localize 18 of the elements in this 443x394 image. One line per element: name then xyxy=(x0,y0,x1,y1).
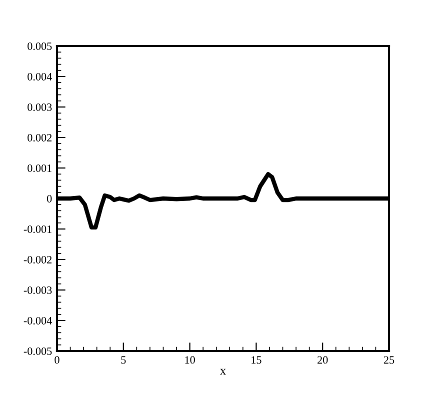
y-tick-label: 0.002 xyxy=(28,134,52,142)
y-tick-label: -0.005 xyxy=(24,347,52,356)
y-tick-label: -0.004 xyxy=(24,316,52,325)
x-tick-label: 10 xyxy=(185,356,195,364)
x-tick-label: 5 xyxy=(121,356,126,364)
y-tick-label: -0.003 xyxy=(24,286,52,294)
x-tick-label: 0 xyxy=(54,356,60,364)
x-axis-title: x xyxy=(220,368,226,375)
y-tick-label: -0.001 xyxy=(24,225,52,234)
y-tick-label: 0 xyxy=(47,194,52,202)
y-tick-label: 0.005 xyxy=(28,42,52,50)
y-tick-label: 0.003 xyxy=(28,103,52,112)
y-tick-label: -0.002 xyxy=(24,256,52,264)
x-tick-label: 25 xyxy=(384,356,394,364)
y-tick-label: 0.001 xyxy=(28,164,52,172)
x-tick-label: 15 xyxy=(252,356,262,364)
x-tick-label: 20 xyxy=(318,356,328,364)
y-tick-label: 0.004 xyxy=(28,72,52,81)
